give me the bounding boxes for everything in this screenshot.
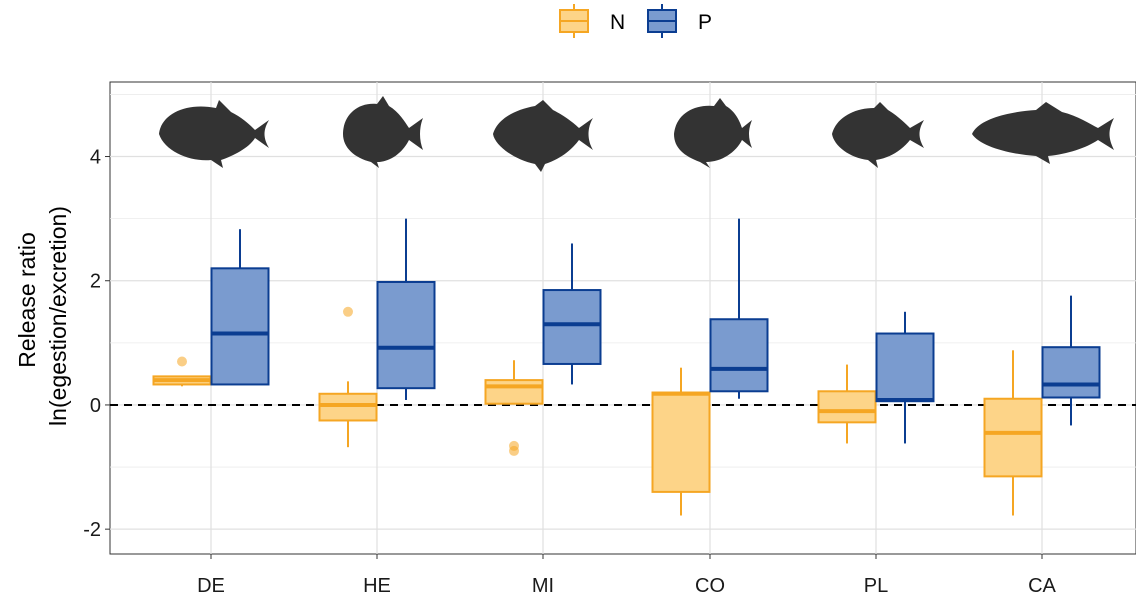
y-axis-label-line2: ln(egestion/excretion) — [45, 206, 71, 426]
x-tick-label: HE — [363, 575, 391, 597]
legend-label: P — [698, 11, 712, 34]
box-body — [817, 390, 877, 424]
box-body — [983, 397, 1043, 478]
y-tick-label: 2 — [90, 271, 101, 293]
legend-label: N — [610, 11, 625, 34]
x-tick-label: CA — [1028, 575, 1056, 597]
outlier-point — [509, 445, 519, 456]
plot-border — [109, 81, 1136, 555]
box-p-pl — [875, 311, 935, 444]
fish-silhouette-mi — [493, 100, 593, 172]
box-p-ca — [1041, 295, 1101, 426]
fish-silhouette-pl — [832, 102, 924, 168]
legend-entry-n: N — [559, 4, 625, 38]
box-n-pl — [817, 364, 877, 444]
fish-silhouettes — [159, 96, 1114, 172]
y-tick-label: -2 — [83, 519, 101, 541]
box-n-he — [318, 306, 378, 448]
box-body — [542, 289, 602, 365]
fish-body — [159, 100, 269, 168]
box-body — [318, 392, 378, 422]
box-n-ca — [983, 350, 1043, 516]
fish-body — [832, 102, 924, 168]
box-body — [210, 267, 270, 386]
x-tick-label: MI — [532, 575, 554, 597]
axes: -2 0 2 4 DE HE MI CO PL CA — [83, 147, 1056, 597]
box-body — [376, 280, 436, 390]
fish-silhouette-co — [674, 98, 752, 168]
x-tick-label: DE — [197, 575, 225, 597]
box-body — [1041, 346, 1101, 399]
fish-silhouette-he — [343, 96, 423, 168]
box-p-mi — [542, 243, 602, 385]
box-p-co — [709, 218, 769, 399]
y-axis-label-line1: Release ratio — [14, 232, 40, 368]
legend-entry-p: P — [647, 4, 712, 38]
box-body — [709, 318, 769, 393]
fish-body — [343, 96, 423, 168]
box-body — [875, 332, 935, 403]
outlier-point — [343, 306, 353, 317]
fish-body — [972, 102, 1114, 164]
box-p-he — [376, 218, 436, 400]
fish-silhouette-de — [159, 100, 269, 168]
box-p-de — [210, 229, 270, 386]
fish-body — [493, 100, 593, 172]
boxes — [152, 218, 1101, 516]
y-tick-label: 4 — [90, 147, 101, 169]
box-n-de — [152, 356, 212, 387]
fish-silhouette-ca — [972, 102, 1114, 164]
plot-panel — [109, 81, 1136, 555]
fish-body — [674, 98, 752, 168]
x-tick-label: PL — [864, 575, 888, 597]
x-tick-label: CO — [695, 575, 725, 597]
box-n-mi — [484, 360, 544, 456]
box-body — [484, 379, 544, 405]
box-n-co — [651, 367, 711, 516]
outlier-point — [177, 356, 187, 367]
y-tick-label: 0 — [90, 395, 101, 417]
box-body — [651, 391, 711, 493]
